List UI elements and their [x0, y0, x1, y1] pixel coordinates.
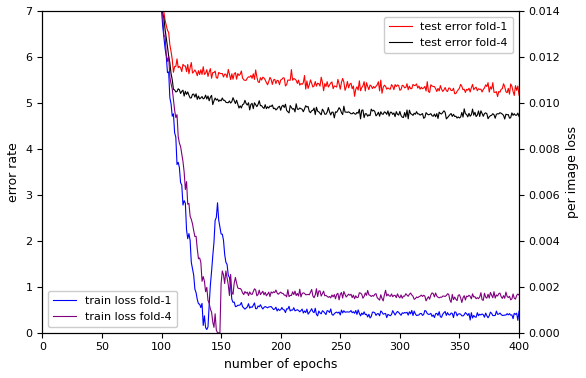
- train loss fold-4: [301, 291, 308, 296]
- test error fold-1: [516, 93, 523, 98]
- train loss fold-4: [214, 330, 221, 335]
- train loss fold-1: [344, 310, 351, 314]
- train loss fold-4: [389, 294, 396, 299]
- Line: train loss fold-4: train loss fold-4: [42, 0, 519, 333]
- train loss fold-4: [280, 291, 287, 296]
- test error fold-4: [101, 0, 108, 3]
- train loss fold-4: [210, 325, 217, 330]
- test error fold-1: [344, 79, 351, 84]
- test error fold-1: [212, 69, 219, 73]
- test error fold-4: [501, 117, 508, 121]
- test error fold-4: [344, 110, 351, 115]
- train loss fold-4: [516, 293, 523, 297]
- Line: test error fold-4: test error fold-4: [42, 0, 519, 119]
- test error fold-1: [494, 94, 501, 99]
- Line: train loss fold-1: train loss fold-1: [42, 0, 519, 330]
- X-axis label: number of epochs: number of epochs: [224, 358, 338, 371]
- train loss fold-1: [203, 327, 210, 332]
- train loss fold-1: [516, 309, 523, 313]
- Line: test error fold-1: test error fold-1: [42, 0, 519, 96]
- test error fold-1: [389, 84, 396, 88]
- test error fold-4: [389, 112, 396, 117]
- train loss fold-4: [344, 293, 351, 298]
- test error fold-4: [516, 114, 523, 119]
- Y-axis label: error rate: error rate: [7, 142, 20, 202]
- test error fold-4: [39, 0, 46, 5]
- Y-axis label: per image loss: per image loss: [566, 126, 579, 218]
- test error fold-1: [301, 73, 308, 78]
- test error fold-4: [212, 96, 219, 100]
- train loss fold-1: [301, 309, 308, 313]
- test error fold-1: [280, 76, 287, 80]
- train loss fold-1: [280, 307, 287, 312]
- train loss fold-1: [389, 308, 396, 313]
- train loss fold-1: [212, 218, 219, 223]
- test error fold-4: [301, 107, 308, 111]
- test error fold-4: [280, 103, 287, 107]
- Legend: train loss fold-1, train loss fold-4: train loss fold-1, train loss fold-4: [48, 291, 177, 327]
